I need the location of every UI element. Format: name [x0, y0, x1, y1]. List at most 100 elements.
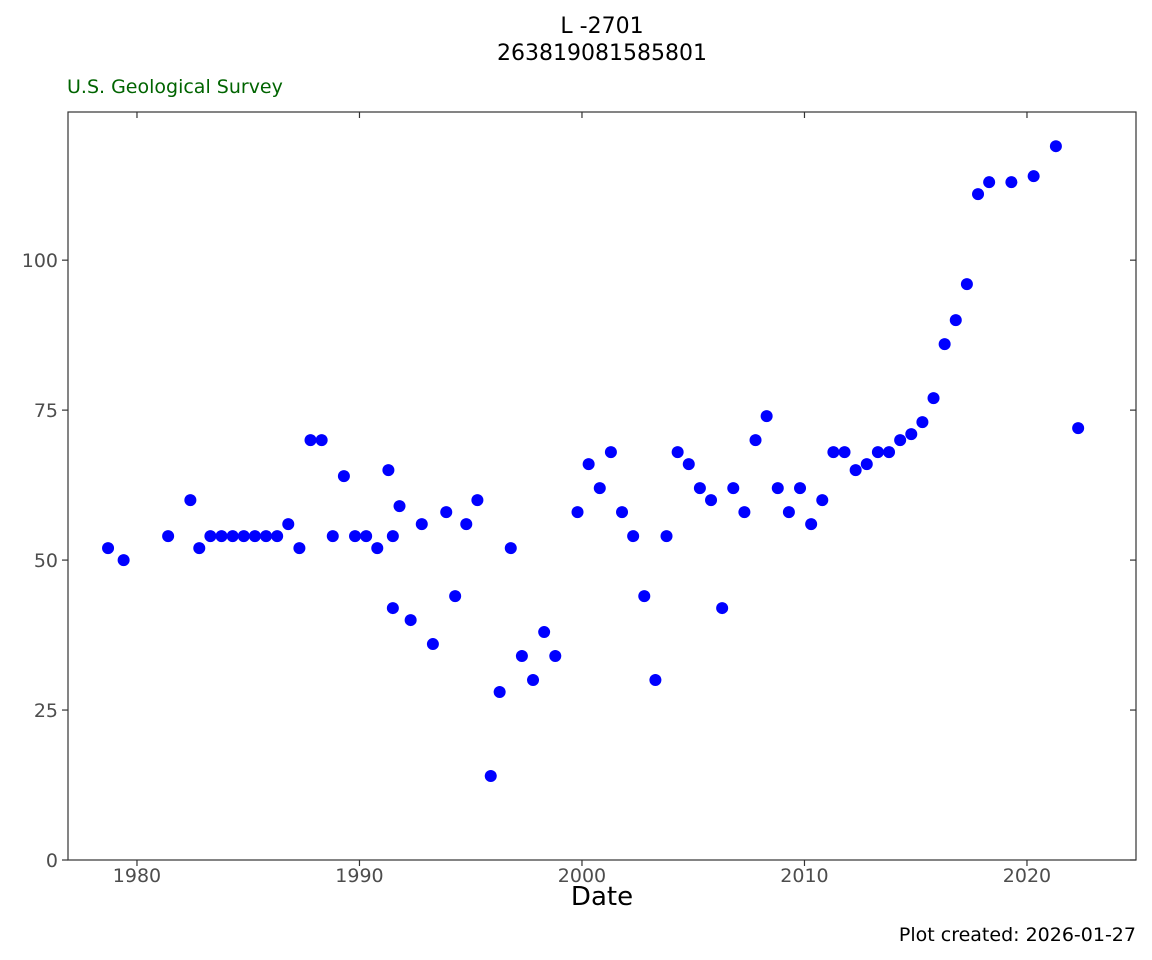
- data-point: [738, 506, 751, 519]
- data-point: [794, 482, 807, 495]
- data-point: [493, 686, 506, 699]
- x-tick-label: 2020: [1003, 865, 1051, 887]
- data-point: [905, 428, 918, 441]
- data-point: [983, 176, 996, 189]
- data-point: [237, 530, 250, 543]
- data-point: [627, 530, 640, 543]
- chart-title-line2: 263819081585801: [497, 41, 707, 66]
- data-point: [593, 482, 606, 495]
- data-point: [415, 518, 428, 531]
- data-point: [260, 530, 273, 543]
- data-point: [102, 542, 115, 555]
- data-point: [671, 446, 684, 459]
- data-point: [393, 500, 406, 513]
- data-point: [538, 626, 551, 639]
- data-point: [440, 506, 453, 519]
- y-tick-label: 0: [46, 850, 58, 872]
- data-point: [1005, 176, 1018, 189]
- data-point: [727, 482, 740, 495]
- data-point: [860, 458, 873, 471]
- data-point: [449, 590, 462, 603]
- data-point: [1072, 422, 1085, 435]
- y-tick-label: 50: [34, 550, 58, 572]
- data-point: [660, 530, 673, 543]
- data-point: [484, 770, 497, 783]
- y-axis: 0 25 50 75 100: [22, 250, 1136, 872]
- data-point: [582, 458, 595, 471]
- data-point: [386, 530, 399, 543]
- data-point: [304, 434, 317, 447]
- data-point: [693, 482, 706, 495]
- data-point: [527, 674, 540, 687]
- data-point: [827, 446, 840, 459]
- y-tick-label: 75: [34, 400, 58, 422]
- data-point: [638, 590, 651, 603]
- data-point: [315, 434, 328, 447]
- data-point: [117, 554, 130, 567]
- x-axis: 1980 1990 2000 2010 2020: [113, 112, 1051, 887]
- data-point: [162, 530, 175, 543]
- data-point: [184, 494, 197, 507]
- data-point: [226, 530, 239, 543]
- data-point: [337, 470, 350, 483]
- x-axis-title: Date: [571, 882, 633, 912]
- data-point: [549, 650, 562, 663]
- data-point: [938, 338, 951, 351]
- data-point: [404, 614, 417, 627]
- data-point: [386, 602, 399, 615]
- data-point: [705, 494, 718, 507]
- y-tick-label: 25: [34, 700, 58, 722]
- data-point: [927, 392, 940, 405]
- data-point: [782, 506, 795, 519]
- data-point: [894, 434, 907, 447]
- data-point: [360, 530, 373, 543]
- plot-created-caption: Plot created: 2026-01-27: [899, 924, 1136, 946]
- data-point: [1027, 170, 1040, 183]
- data-point: [471, 494, 484, 507]
- data-point: [972, 188, 985, 201]
- data-point: [949, 314, 962, 327]
- data-point: [749, 434, 762, 447]
- data-point: [682, 458, 695, 471]
- data-point: [349, 530, 362, 543]
- data-point: [871, 446, 884, 459]
- data-point: [1049, 140, 1062, 153]
- data-point: [504, 542, 517, 555]
- data-point: [883, 446, 896, 459]
- data-point: [571, 506, 584, 519]
- data-point: [248, 530, 261, 543]
- data-point: [771, 482, 784, 495]
- data-point: [838, 446, 851, 459]
- data-point: [816, 494, 829, 507]
- data-point: [215, 530, 228, 543]
- plot-panel-border: [67, 111, 1137, 861]
- data-point: [849, 464, 862, 477]
- data-point: [271, 530, 284, 543]
- data-point: [293, 542, 306, 555]
- data-point: [382, 464, 395, 477]
- data-point: [604, 446, 617, 459]
- x-tick-label: 2010: [780, 865, 828, 887]
- data-points: [102, 140, 1085, 783]
- data-point: [805, 518, 818, 531]
- x-tick-label: 1990: [335, 865, 383, 887]
- x-tick-label: 2000: [558, 865, 606, 887]
- data-point: [371, 542, 384, 555]
- data-point: [460, 518, 473, 531]
- data-point: [649, 674, 662, 687]
- y-tick-label: 100: [22, 250, 58, 272]
- data-point: [193, 542, 206, 555]
- chart-title-line1: L -2701: [560, 14, 643, 39]
- data-point: [616, 506, 629, 519]
- data-point: [515, 650, 528, 663]
- data-point: [282, 518, 295, 531]
- data-point: [204, 530, 217, 543]
- data-point: [326, 530, 339, 543]
- data-point: [916, 416, 929, 429]
- agency-label: U.S. Geological Survey: [67, 76, 283, 98]
- data-point: [426, 638, 439, 651]
- data-point: [960, 278, 973, 291]
- data-point: [716, 602, 729, 615]
- data-point: [760, 410, 773, 423]
